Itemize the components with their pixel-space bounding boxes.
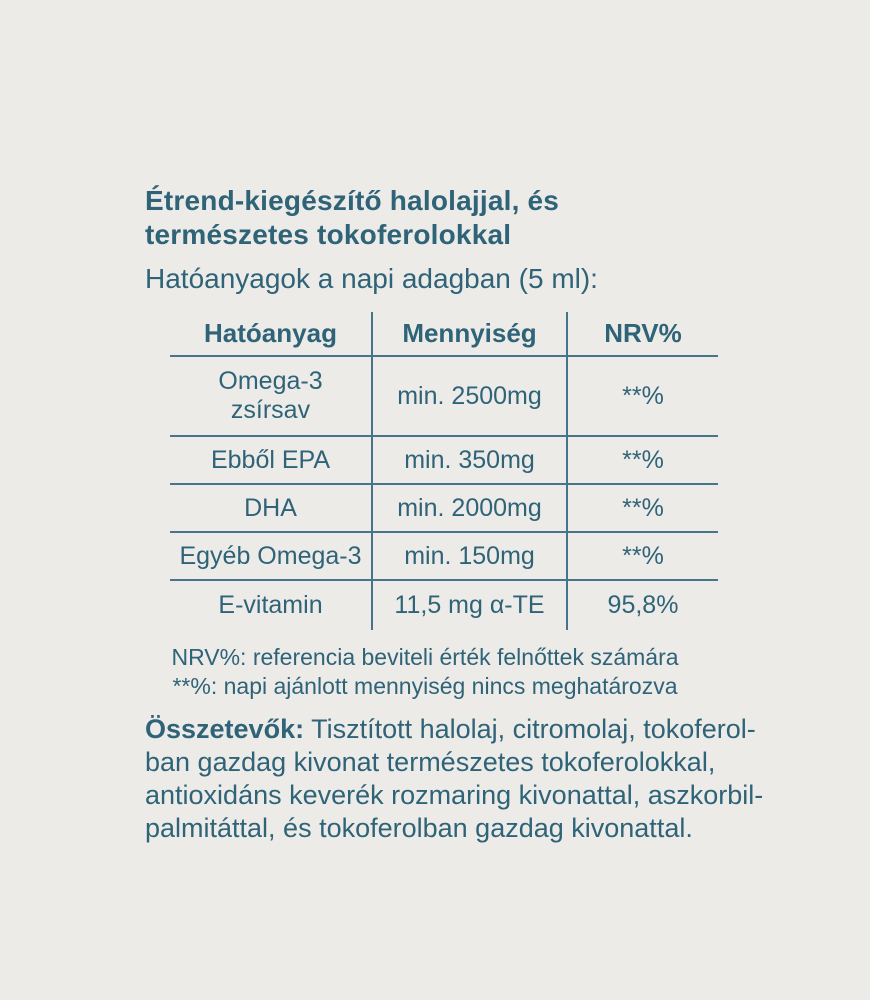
dosage-subtitle: Hatóanyagok a napi adagban (5 ml): xyxy=(145,263,598,294)
cell-ingredient-name: Omega-3 zsírsav xyxy=(170,356,372,437)
table-footnotes: NRV%: referencia beviteli érték felnőtte… xyxy=(145,643,705,700)
table-row: E-vitamin 11,5 mg α-TE 95,8% xyxy=(170,580,718,630)
ingredients-text: Tisztított halolaj, citromolaj, tokofero… xyxy=(304,714,756,744)
page-title: Étrend-kiegészítő halolajjal, és termész… xyxy=(145,185,560,250)
ingredients-line: Összetevők: Tisztított halolaj, citromol… xyxy=(145,713,765,746)
cell-ingredient-name: E-vitamin xyxy=(218,591,323,619)
ingredients-line: antioxidáns keverék rozmaring kivonattal… xyxy=(145,780,764,810)
table-row: DHA min. 2000mg **% xyxy=(170,484,718,533)
ingredients-line: palmitáttal, és tokoferolban gazdag kivo… xyxy=(145,813,693,843)
column-header-amount: Mennyiség xyxy=(371,312,567,357)
column-header-ingredient: Hatóanyag xyxy=(170,312,372,357)
label-content: Étrend-kiegészítő halolajjal, és termész… xyxy=(145,184,765,845)
table-row: Omega-3 zsírsav min. 2500mg **% xyxy=(170,356,718,437)
table-header-row: Hatóanyag Mennyiség NRV% xyxy=(170,312,718,357)
table-row: Ebből EPA min. 350mg **% xyxy=(170,436,718,485)
footnote-asterisk: **%: napi ajánlott mennyiség nincs megha… xyxy=(172,672,678,699)
cell-nrv: **% xyxy=(566,484,718,533)
cell-amount: min. 350mg xyxy=(371,436,567,485)
ingredients-line: ban gazdag kivonat természetes tokoferol… xyxy=(145,747,716,777)
ingredients-paragraph: Összetevők: Tisztított halolaj, citromol… xyxy=(145,713,765,845)
cell-amount: min. 2500mg xyxy=(371,356,567,437)
cell-ingredient-name: Ebből EPA xyxy=(170,436,372,485)
nutrients-table: Hatóanyag Mennyiség NRV% Omega-3 zsírsav… xyxy=(170,312,718,630)
cell-amount: 11,5 mg α-TE xyxy=(371,580,567,630)
cell-nrv: **% xyxy=(566,532,718,581)
ingredients-label: Összetevők: xyxy=(145,714,305,744)
cell-nrv: 95,8% xyxy=(566,580,718,630)
cell-ingredient-name: Egyéb Omega-3 xyxy=(170,532,372,581)
cell-nrv: **% xyxy=(566,436,718,485)
cell-ingredient-name: DHA xyxy=(170,484,372,533)
cell-amount: min. 150mg xyxy=(371,532,567,581)
cell-amount: min. 2000mg xyxy=(371,484,567,533)
cell-nrv: **% xyxy=(566,356,718,437)
footnote-nrv: NRV%: referencia beviteli érték felnőtte… xyxy=(171,644,679,670)
column-header-nrv: NRV% xyxy=(566,312,718,357)
table-row: Egyéb Omega-3 min. 150mg **% xyxy=(170,532,718,581)
